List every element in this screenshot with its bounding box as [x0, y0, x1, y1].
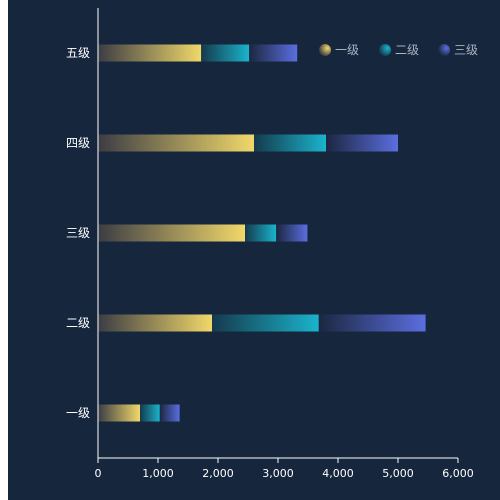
bar-五级-三级: [249, 44, 298, 62]
y-category-label: 二级: [66, 316, 90, 330]
bar-二级-二级: [212, 314, 319, 332]
bar-三级-一级: [98, 224, 245, 242]
bar-二级-三级: [318, 314, 426, 332]
legend-label-一级: 一级: [335, 43, 359, 57]
legend-marker-三级: [438, 44, 450, 56]
chart-container: 0 1,000 2,000 3,000 4,000 5,000 6,000 一级 二级 三级 四级五…: [8, 0, 500, 500]
x-tick-label: 6,000: [442, 467, 474, 480]
y-category-label: 三级: [66, 226, 90, 240]
bar-三级-二级: [245, 224, 277, 242]
legend-label-三级: 三级: [454, 43, 478, 57]
bar-五级-二级: [201, 44, 250, 62]
x-tick-label: 0: [95, 467, 102, 480]
bar-四级-三级: [326, 134, 398, 152]
legend-label-二级: 二级: [395, 43, 419, 57]
x-tick-label: 3,000: [262, 467, 294, 480]
bar-一级-一级: [98, 404, 140, 422]
legend-marker-二级: [379, 44, 391, 56]
y-category-label: 一级: [66, 406, 90, 420]
legend-marker-一级: [319, 44, 331, 56]
bar-四级-二级: [254, 134, 326, 152]
bar-二级-一级: [98, 314, 212, 332]
x-tick-label: 5,000: [382, 467, 414, 480]
bar-一级-三级: [159, 404, 180, 422]
bar-一级-二级: [140, 404, 160, 422]
x-tick-label: 2,000: [202, 467, 234, 480]
x-tick-label: 4,000: [322, 467, 354, 480]
y-category-label: 四级: [66, 136, 90, 150]
bar-五级-一级: [98, 44, 202, 62]
y-category-label: 五级: [66, 46, 90, 60]
chart-svg: 0 1,000 2,000 3,000 4,000 5,000 6,000一级二级三级四级五…: [66, 8, 478, 480]
bar-三级-三级: [276, 224, 308, 242]
x-tick-label: 1,000: [142, 467, 174, 480]
bar-四级-一级: [98, 134, 254, 152]
